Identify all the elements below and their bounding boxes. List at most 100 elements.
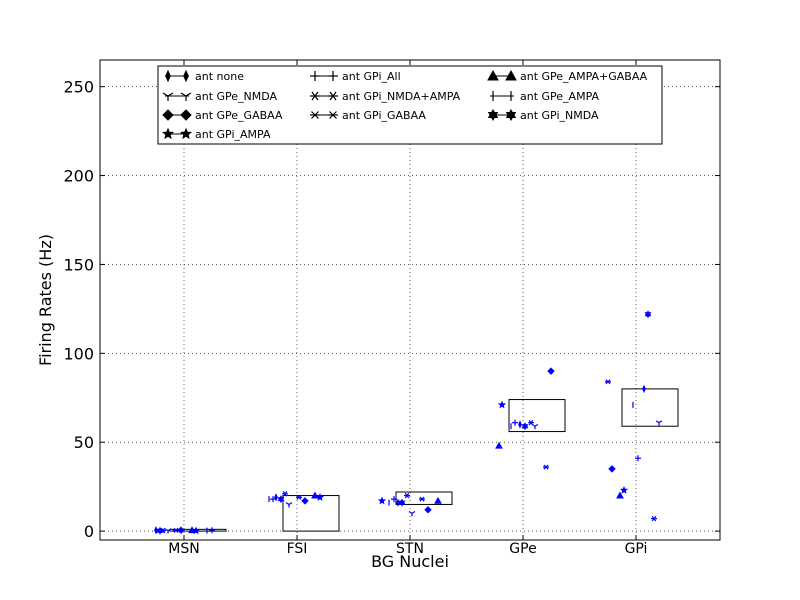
data-points [154,310,663,535]
legend-marker [180,109,192,121]
legend-marker [505,69,517,81]
data-point [608,465,616,473]
axis-ticks: 0 50 100 150 200 250 MSN FSI STN GPe GPi [63,60,720,557]
legend-item: ant GPe_AMPA+GABAA [487,69,648,83]
legend-label: ant GPe_NMDA [195,90,278,103]
legend-marker [162,127,174,140]
legend-label: ant GPe_AMPA [520,90,600,103]
legend-item: ant GPi_GABAA [310,109,426,122]
data-point [296,494,302,500]
legend-marker [162,109,174,121]
data-point [396,498,400,507]
x-axis-title: BG Nuclei [371,552,449,571]
data-point [156,526,164,535]
data-point [270,496,276,503]
data-point [605,379,611,385]
data-point [547,367,555,375]
legend-marker [310,91,320,101]
legend-marker [487,108,499,122]
legend-box [157,65,663,145]
data-point [434,496,442,504]
legend-item: ant GPi_AMPA [162,127,271,141]
legend-marker [310,71,320,81]
reference-box [621,388,679,427]
y-tick-label: 100 [63,344,94,363]
data-point [531,423,539,430]
x-tick-label: MSN [168,541,199,557]
legend-marker [505,108,517,122]
data-point [408,511,416,517]
data-point [616,491,624,499]
data-point [635,455,641,462]
data-point [644,310,652,319]
reference-box [508,399,566,433]
data-point [424,506,432,514]
x-tick-label: GPe [509,541,536,557]
legend-item: ant GPe_NMDA [162,90,278,103]
legend-item: ant GPi_NMDA+AMPA [310,90,461,103]
legend-item: ant GPi_NMDA [487,108,599,122]
legend-marker [180,127,192,140]
data-point [512,419,518,426]
data-point [655,420,663,426]
legend-label: ant GPi_NMDA [520,109,599,122]
legend-marker [487,69,499,81]
legend-label: ant GPi_AMPA [195,128,271,141]
data-point [543,464,549,470]
data-point [311,491,319,499]
y-tick-label: 150 [63,255,94,274]
data-point [528,419,534,426]
legend-marker [328,111,338,119]
data-point [619,485,629,494]
legend-label: ant GPe_GABAA [195,109,283,122]
data-point [301,497,309,505]
legend-label: ant GPe_AMPA+GABAA [520,70,648,83]
data-point [495,441,503,449]
data-point [391,496,397,503]
data-point [282,491,288,497]
x-tick-label: GPi [625,541,648,557]
data-point [164,528,172,534]
data-point [177,526,185,534]
legend-label: ant none [195,70,244,83]
data-point [209,527,215,534]
x-tick-label: STN [396,541,424,557]
data-point [642,384,646,394]
data-point [518,420,522,429]
data-point [377,496,387,505]
legend-marker [328,71,338,81]
reference-box [395,491,453,505]
legend-marker [328,91,338,101]
x-tick-label: FSI [287,541,308,557]
y-axis-title: Firing Rates (Hz) [36,234,55,366]
data-point [173,527,179,533]
legend-marker [183,69,189,83]
data-point [398,498,406,507]
y-tick-label: 50 [74,433,94,452]
y-tick-label: 0 [84,522,94,541]
data-point [651,515,657,522]
legend-marker [165,69,171,83]
data-point [521,422,529,431]
legend-marker [162,92,174,101]
legend-item: ant none [165,69,244,83]
reference-boxes [169,388,679,532]
legend-item: ant GPi_All [310,70,401,83]
legend-label: ant GPi_NMDA+AMPA [342,90,461,103]
legend-label: ant GPi_GABAA [342,109,426,122]
y-tick-label: 200 [63,167,94,186]
legend-label: ant GPi_All [342,70,401,83]
data-point [404,492,410,499]
reference-box [282,495,340,532]
data-point [277,495,285,504]
data-point [419,496,425,502]
legend-item: ant GPe_GABAA [162,109,283,122]
data-point [285,502,293,508]
legend-marker [310,111,320,119]
legend-marker [180,92,192,101]
legend-item: ant GPe_AMPA [490,90,600,103]
data-point [188,526,196,534]
data-point [497,400,507,409]
